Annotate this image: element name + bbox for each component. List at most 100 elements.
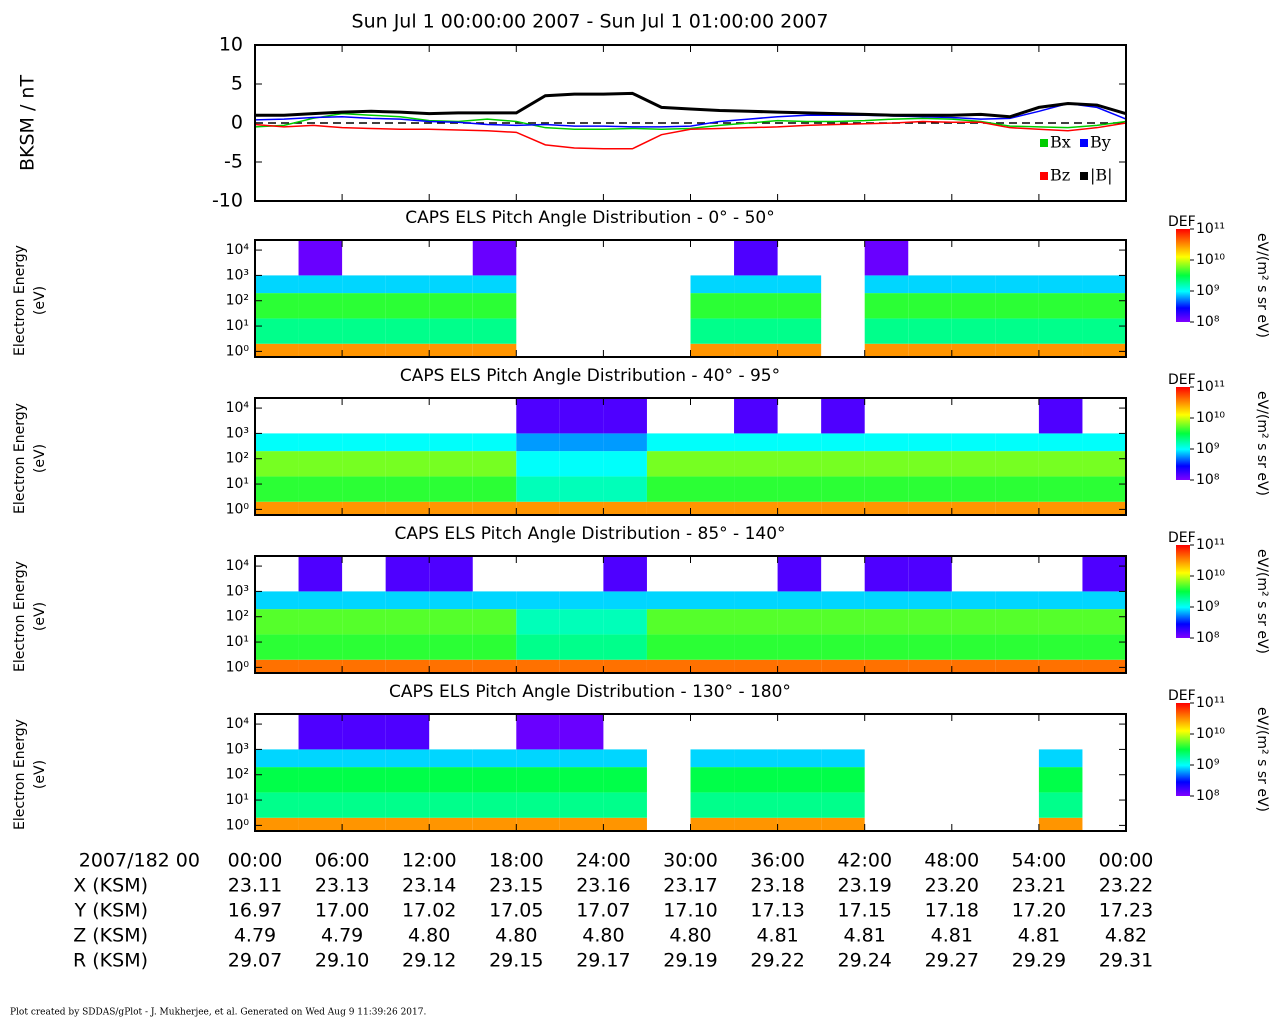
ephemeris-value: 4.81 bbox=[1018, 925, 1060, 947]
legend-label: By bbox=[1090, 133, 1111, 152]
plot-title: Sun Jul 1 00:00:00 2007 - Sun Jul 1 01:0… bbox=[352, 11, 829, 33]
y-tick-label: 10⁰ bbox=[226, 501, 250, 517]
heatmap-cell bbox=[255, 476, 299, 502]
colorbar-tick-label: 10¹⁰ bbox=[1196, 252, 1225, 268]
heatmap-cell bbox=[1038, 343, 1083, 357]
heatmap-cell bbox=[472, 275, 517, 294]
series-line bbox=[254, 112, 1127, 130]
heatmap-cell bbox=[1038, 501, 1083, 515]
heatmap-cell bbox=[298, 591, 343, 610]
heatmap-cell bbox=[734, 501, 778, 515]
heatmap-cell bbox=[777, 433, 822, 452]
heatmap-cell bbox=[385, 591, 430, 610]
colorbar-tick-label: 10⁸ bbox=[1196, 630, 1220, 646]
heatmap-cell bbox=[559, 501, 604, 515]
heatmap-cell bbox=[995, 343, 1039, 357]
heatmap-cell bbox=[821, 398, 865, 434]
colorbar-tick-label: 10⁸ bbox=[1196, 788, 1220, 804]
heatmap-cell bbox=[516, 792, 560, 818]
heatmap-cell bbox=[821, 817, 865, 831]
heatmap-cell bbox=[951, 476, 996, 502]
heatmap-cell bbox=[342, 714, 386, 750]
ephemeris-value: 23.22 bbox=[1099, 875, 1153, 897]
legend-swatch bbox=[1080, 139, 1088, 147]
heatmap-cell bbox=[342, 501, 386, 515]
heatmap-cell bbox=[559, 749, 604, 768]
heatmap-cell bbox=[951, 275, 996, 294]
colorbar-units: eV/(m² s sr eV) bbox=[1254, 549, 1270, 654]
y-tick-label: 10⁰ bbox=[226, 659, 250, 675]
heatmap-cell bbox=[472, 501, 517, 515]
y-axis-label: (eV) bbox=[32, 286, 48, 315]
heatmap-cell bbox=[342, 767, 386, 793]
ephemeris-value: 29.24 bbox=[837, 950, 891, 972]
heatmap-cell bbox=[1038, 792, 1083, 818]
colorbar-units: eV/(m² s sr eV) bbox=[1254, 707, 1270, 812]
heatmap-cell bbox=[951, 501, 996, 515]
footer: Plot created by SDDAS/gPlot - J. Mukherj… bbox=[10, 1008, 426, 1018]
heatmap-cell bbox=[603, 792, 647, 818]
ephemeris-name: Z (KSM) bbox=[73, 925, 148, 947]
colorbar-tick-label: 10¹⁰ bbox=[1196, 726, 1225, 742]
heatmap-cell bbox=[821, 476, 865, 502]
heatmap-cell bbox=[908, 476, 952, 502]
heatmap-cell bbox=[777, 767, 822, 793]
x-tick-label: 48:00 bbox=[924, 850, 979, 872]
ephemeris-value: 23.21 bbox=[1012, 875, 1066, 897]
heatmap-cell bbox=[516, 767, 560, 793]
heatmap-cell bbox=[864, 609, 909, 635]
ephemeris-value: 17.07 bbox=[576, 900, 630, 922]
colorbar-label: DEF bbox=[1168, 372, 1196, 388]
y-tick-label: 10⁰ bbox=[226, 343, 250, 359]
heatmap-cell bbox=[1038, 749, 1083, 768]
heatmap-cell bbox=[472, 433, 517, 452]
ephemeris-value: 4.80 bbox=[669, 925, 711, 947]
heatmap-cell bbox=[864, 659, 909, 673]
heatmap-cell bbox=[1082, 501, 1126, 515]
ephemeris-value: 4.81 bbox=[756, 925, 798, 947]
heatmap-cell bbox=[864, 343, 909, 357]
heatmap-cell bbox=[951, 451, 996, 477]
ephemeris-value: 29.19 bbox=[663, 950, 717, 972]
ephemeris-value: 23.16 bbox=[576, 875, 630, 897]
heatmap-cell bbox=[603, 817, 647, 831]
date-label: 2007/182 00 bbox=[79, 850, 200, 872]
y-axis-label: Electron Energy bbox=[12, 561, 28, 672]
heatmap-cell bbox=[472, 476, 517, 502]
heatmap-cell bbox=[298, 476, 343, 502]
colorbar-tick-label: 10⁹ bbox=[1196, 757, 1220, 773]
panel-title: CAPS ELS Pitch Angle Distribution - 85° … bbox=[394, 524, 785, 544]
colorbar-label: DEF bbox=[1168, 214, 1196, 230]
panel-title: CAPS ELS Pitch Angle Distribution - 130°… bbox=[389, 682, 791, 702]
colorbar bbox=[1176, 545, 1190, 638]
heatmap-cell bbox=[690, 451, 735, 477]
y-tick-label: 10¹ bbox=[226, 476, 249, 492]
heatmap-cell bbox=[734, 398, 778, 434]
heatmap-cell bbox=[734, 767, 778, 793]
heatmap-cell bbox=[646, 476, 691, 502]
x-tick-label: 00:00 bbox=[228, 850, 283, 872]
heatmap-cell bbox=[690, 275, 735, 294]
heatmap-cell bbox=[429, 343, 473, 357]
heatmap-cell bbox=[342, 451, 386, 477]
heatmap-cell bbox=[951, 591, 996, 610]
heatmap-cell bbox=[690, 433, 735, 452]
ephemeris-value: 17.05 bbox=[489, 900, 543, 922]
heatmap-cell bbox=[342, 609, 386, 635]
heatmap-cell bbox=[603, 556, 647, 592]
legend-label: |B| bbox=[1090, 166, 1113, 185]
heatmap-cell bbox=[1038, 591, 1083, 610]
heatmap-cell bbox=[429, 792, 473, 818]
heatmap-cell bbox=[429, 767, 473, 793]
heatmap-cell bbox=[777, 318, 822, 344]
heatmap-cell bbox=[1082, 591, 1126, 610]
heatmap-cell bbox=[255, 659, 299, 673]
heatmap-cell bbox=[342, 275, 386, 294]
y-axis-label: Electron Energy bbox=[12, 719, 28, 830]
ephemeris-value: 17.00 bbox=[315, 900, 369, 922]
heatmap-cell bbox=[1038, 275, 1083, 294]
y-tick-label: 10⁴ bbox=[226, 400, 250, 416]
panel-title: CAPS ELS Pitch Angle Distribution - 0° -… bbox=[405, 208, 774, 228]
heatmap-cell bbox=[516, 451, 560, 477]
heatmap-cell bbox=[821, 749, 865, 768]
